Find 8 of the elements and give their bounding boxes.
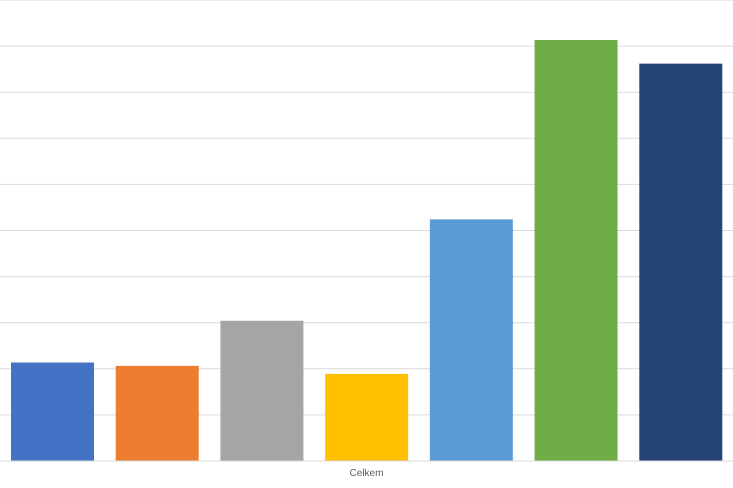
bar: [534, 40, 618, 461]
bar: [639, 64, 722, 461]
bar: [220, 320, 304, 461]
bar: [325, 374, 408, 461]
x-tick-label: Celkem: [350, 468, 384, 480]
bar: [430, 219, 513, 461]
bar: [116, 366, 199, 461]
bar: [11, 362, 94, 461]
